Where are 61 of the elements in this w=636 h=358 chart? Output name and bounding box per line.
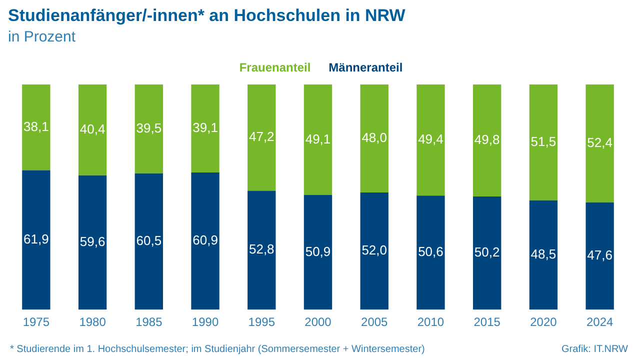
bar: [529, 200, 558, 310]
data-label: 52,8: [248, 242, 274, 257]
x-tick-label: 2010: [417, 315, 444, 330]
bar: [248, 84, 276, 191]
data-label: 49,1: [305, 131, 331, 146]
data-label: 52,0: [362, 242, 388, 258]
data-label: 51,5: [530, 134, 556, 149]
data-label: 59,6: [80, 234, 106, 250]
data-label: 50,2: [474, 244, 500, 260]
bar: [134, 84, 163, 174]
data-label: 47,6: [587, 248, 612, 263]
bar: [416, 196, 445, 310]
chart-subtitle: in Prozent: [8, 28, 76, 46]
bar: [22, 84, 50, 170]
x-tick-label: 2020: [530, 315, 558, 330]
data-label: 39,5: [136, 120, 162, 136]
bar: [304, 84, 332, 195]
data-label: 50,6: [418, 244, 444, 260]
x-tick-label: 1985: [136, 315, 163, 330]
data-label: 38,1: [24, 118, 49, 134]
data-label: 60,5: [136, 233, 162, 248]
data-label: 39,1: [192, 120, 218, 136]
bar: [473, 196, 502, 310]
text: * Studierende im 1. Hochschulsemester; im Studienjahr (Sommersemester + Wintersemester): [10, 344, 425, 355]
bar: [191, 84, 220, 172]
bar: [360, 84, 388, 192]
bar: [22, 170, 50, 310]
bar: [78, 84, 107, 176]
text: Grafik: IT.NRW: [562, 344, 629, 355]
data-label: 60,9: [192, 232, 218, 248]
bar: [416, 84, 445, 196]
x-tick-label: 2015: [474, 315, 501, 330]
data-label: 40,4: [80, 121, 106, 136]
data-label: 61,9: [24, 231, 49, 246]
bar: [529, 84, 558, 200]
data-label: 52,4: [587, 134, 612, 150]
chart-title: Studienanfänger/-innen* an Hochschulen in NRW: [8, 6, 406, 25]
data-label: 48,0: [362, 130, 388, 146]
series-label: Frauenanteil: [239, 60, 311, 75]
x-tick-label: 2024: [586, 315, 614, 330]
data-label: 47,2: [248, 129, 274, 144]
data-label: 48,5: [530, 246, 556, 262]
bar: [586, 84, 614, 202]
data-label: 49,8: [474, 132, 500, 148]
bar: [360, 192, 388, 310]
data-label: 50,9: [305, 244, 331, 259]
x-tick-label: 1990: [192, 315, 219, 330]
x-tick-label: 1980: [79, 315, 106, 330]
data-label: 49,4: [418, 132, 444, 147]
x-tick-label: 2000: [304, 315, 332, 330]
text: Männeranteil: [328, 60, 403, 75]
bar: [473, 84, 502, 197]
bar: [191, 172, 220, 310]
bar: [78, 175, 107, 310]
bar: [134, 173, 163, 310]
x-tick-label: 1995: [248, 315, 276, 330]
bar: [304, 194, 332, 310]
x-tick-label: 1975: [22, 315, 50, 330]
x-tick-label: 2005: [361, 315, 388, 330]
bar: [248, 190, 276, 310]
bar: [586, 202, 614, 310]
